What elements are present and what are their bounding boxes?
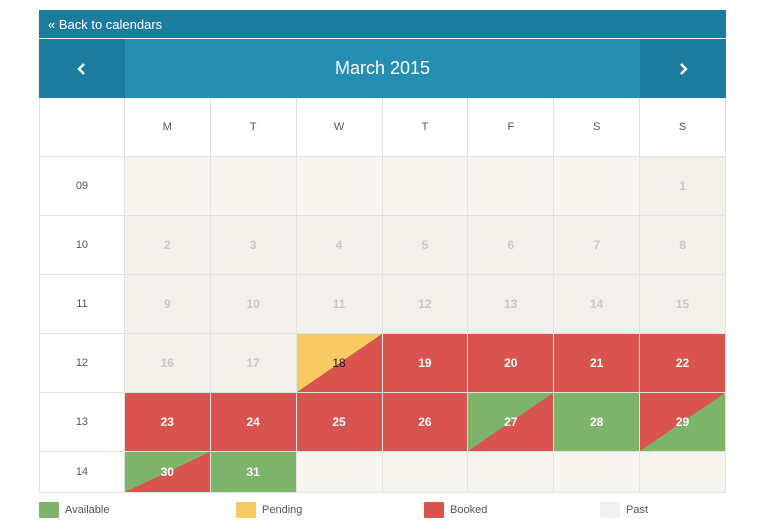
week-number: 09 [40, 157, 125, 216]
day-cell-3: 3 [210, 216, 297, 275]
legend-item-available: Available [39, 502, 109, 518]
empty-day-cell [468, 452, 555, 493]
empty-day-cell [554, 452, 641, 493]
weekday-label: S [554, 98, 641, 157]
day-cell-11: 11 [296, 275, 383, 334]
next-month-button[interactable] [640, 39, 726, 98]
week-number: 11 [40, 275, 125, 334]
week-row: 14 30 31 [40, 452, 726, 493]
empty-day-cell [296, 452, 383, 493]
day-cell-22[interactable]: 22 [640, 334, 726, 393]
day-cell-16: 16 [124, 334, 211, 393]
day-cell-17: 17 [210, 334, 297, 393]
week-number: 14 [40, 452, 125, 493]
week-row: 13 23 24 25 26 27 28 29 [40, 393, 726, 452]
day-cell-12: 12 [382, 275, 469, 334]
weekday-label: W [296, 98, 383, 157]
chevron-left-icon [77, 62, 85, 75]
legend-swatch [600, 502, 620, 518]
empty-day-cell [382, 452, 469, 493]
legend-label: Booked [450, 504, 488, 516]
day-cell-31[interactable]: 31 [210, 452, 297, 493]
day-cell-30[interactable]: 30 [124, 452, 211, 493]
chevron-right-icon [680, 62, 688, 75]
weekday-label: S [640, 98, 726, 157]
legend: Available Pending Booked Past [39, 502, 726, 520]
empty-day-cell [382, 157, 469, 216]
day-cell-5: 5 [382, 216, 469, 275]
day-cell-10: 10 [210, 275, 297, 334]
legend-item-booked: Booked [424, 502, 487, 518]
week-row: 10 2 3 4 5 6 7 8 [40, 216, 726, 275]
weekday-label: T [382, 98, 469, 157]
empty-day-cell [124, 157, 211, 216]
corner-cell [40, 98, 125, 157]
empty-day-cell [296, 157, 383, 216]
day-cell-4: 4 [296, 216, 383, 275]
day-cell-14: 14 [554, 275, 641, 334]
day-cell-25[interactable]: 25 [296, 393, 383, 452]
day-cell-2: 2 [124, 216, 211, 275]
weekday-label: M [124, 98, 211, 157]
prev-month-button[interactable] [39, 39, 125, 98]
legend-label: Past [626, 504, 649, 516]
legend-item-past: Past [600, 502, 648, 518]
legend-label: Available [65, 504, 110, 516]
day-cell-23[interactable]: 23 [124, 393, 211, 452]
day-cell-15: 15 [640, 275, 726, 334]
day-cell-28[interactable]: 28 [554, 393, 641, 452]
empty-day-cell [640, 452, 726, 493]
day-cell-27[interactable]: 27 [468, 393, 555, 452]
day-cell-9: 9 [124, 275, 211, 334]
day-cell-19[interactable]: 19 [382, 334, 469, 393]
week-number: 13 [40, 393, 125, 452]
weekday-label: T [210, 98, 297, 157]
week-row: 12 16 17 18 19 20 21 22 [40, 334, 726, 393]
day-cell-8: 8 [640, 216, 726, 275]
legend-label: Pending [262, 504, 303, 516]
legend-swatch [424, 502, 444, 518]
weekday-label: F [468, 98, 555, 157]
week-number: 12 [40, 334, 125, 393]
day-cell-18[interactable]: 18 [296, 334, 383, 393]
week-row: 09 1 [40, 157, 726, 216]
day-cell-7: 7 [554, 216, 641, 275]
back-to-calendars-link[interactable]: « Back to calendars [39, 10, 726, 38]
week-row: 11 9 10 11 12 13 14 15 [40, 275, 726, 334]
day-cell-21[interactable]: 21 [554, 334, 641, 393]
day-cell-29[interactable]: 29 [640, 393, 726, 452]
week-number: 10 [40, 216, 125, 275]
day-cell-13: 13 [468, 275, 555, 334]
month-title: March 2015 [125, 39, 640, 98]
day-cell-26[interactable]: 26 [382, 393, 469, 452]
day-cell-20[interactable]: 20 [468, 334, 555, 393]
legend-swatch [236, 502, 256, 518]
legend-item-pending: Pending [236, 502, 302, 518]
day-cell-6: 6 [468, 216, 555, 275]
day-cell-1: 1 [640, 157, 726, 216]
empty-day-cell [554, 157, 641, 216]
day-cell-24[interactable]: 24 [210, 393, 297, 452]
empty-day-cell [210, 157, 297, 216]
calendar-grid: M T W T F S S 09 1 10 2 3 4 5 6 7 8 11 9 10 11 12 13 14 15 12 16 17… [39, 98, 726, 493]
calendar-header: March 2015 [39, 39, 726, 98]
empty-day-cell [468, 157, 555, 216]
legend-swatch [39, 502, 59, 518]
